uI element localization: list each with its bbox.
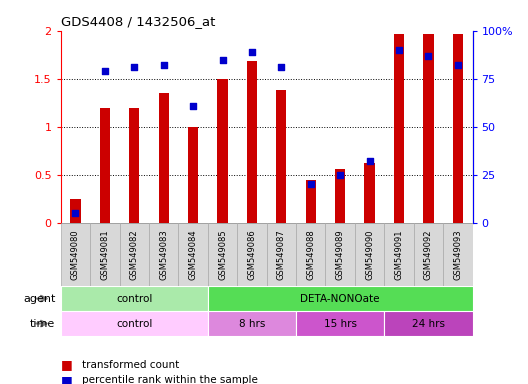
Bar	[414, 223, 443, 286]
Text: GSM549083: GSM549083	[159, 229, 168, 280]
Bar	[384, 223, 414, 286]
Bar	[325, 223, 355, 286]
Text: GSM549091: GSM549091	[394, 229, 403, 280]
Text: 8 hrs: 8 hrs	[239, 318, 265, 329]
Text: GSM549088: GSM549088	[306, 229, 315, 280]
Bar	[61, 311, 208, 336]
Bar	[149, 223, 178, 286]
Bar	[100, 108, 110, 223]
Bar	[296, 223, 325, 286]
Text: time: time	[30, 318, 55, 329]
Text: GSM549081: GSM549081	[100, 229, 109, 280]
Point	[101, 68, 109, 74]
Bar	[208, 286, 473, 311]
Bar	[188, 127, 198, 223]
Text: GDS4408 / 1432506_at: GDS4408 / 1432506_at	[61, 15, 215, 28]
Text: GSM549089: GSM549089	[336, 229, 345, 280]
Bar	[335, 169, 345, 223]
Text: ■: ■	[61, 374, 72, 384]
Point	[218, 56, 227, 63]
Bar	[394, 33, 404, 223]
Text: 15 hrs: 15 hrs	[324, 318, 357, 329]
Bar	[90, 223, 119, 286]
Point	[365, 158, 374, 164]
Point	[454, 62, 462, 68]
Bar	[247, 61, 257, 223]
Text: GSM549086: GSM549086	[248, 229, 257, 280]
Bar	[452, 33, 463, 223]
Bar	[443, 223, 473, 286]
Bar	[384, 311, 473, 336]
Bar	[423, 33, 433, 223]
Bar	[70, 199, 81, 223]
Text: percentile rank within the sample: percentile rank within the sample	[82, 375, 258, 384]
Point	[130, 64, 138, 70]
Point	[248, 49, 256, 55]
Text: agent: agent	[23, 293, 55, 304]
Bar	[267, 223, 296, 286]
Text: GSM549093: GSM549093	[454, 229, 463, 280]
Bar	[276, 90, 287, 223]
Text: 24 hrs: 24 hrs	[412, 318, 445, 329]
Bar	[306, 180, 316, 223]
Text: control: control	[116, 318, 153, 329]
Text: GSM549082: GSM549082	[130, 229, 139, 280]
Text: ■: ■	[61, 358, 72, 371]
Text: transformed count: transformed count	[82, 360, 179, 370]
Bar	[129, 108, 139, 223]
Bar	[364, 163, 375, 223]
Text: GSM549090: GSM549090	[365, 229, 374, 280]
Bar	[119, 223, 149, 286]
Text: GSM549087: GSM549087	[277, 229, 286, 280]
Point	[277, 64, 286, 70]
Bar	[61, 223, 90, 286]
Bar	[237, 223, 267, 286]
Point	[71, 210, 80, 216]
Point	[424, 53, 432, 59]
Point	[159, 62, 168, 68]
Point	[307, 181, 315, 187]
Bar	[208, 223, 237, 286]
Text: DETA-NONOate: DETA-NONOate	[300, 293, 380, 304]
Bar	[218, 79, 228, 223]
Bar	[355, 223, 384, 286]
Bar	[178, 223, 208, 286]
Point	[395, 47, 403, 53]
Text: GSM549092: GSM549092	[424, 229, 433, 280]
Bar	[296, 311, 384, 336]
Bar	[158, 93, 169, 223]
Text: GSM549084: GSM549084	[188, 229, 197, 280]
Text: control: control	[116, 293, 153, 304]
Point	[189, 103, 197, 109]
Bar	[61, 286, 208, 311]
Point	[336, 172, 344, 178]
Text: GSM549085: GSM549085	[218, 229, 227, 280]
Text: GSM549080: GSM549080	[71, 229, 80, 280]
Bar	[208, 311, 296, 336]
